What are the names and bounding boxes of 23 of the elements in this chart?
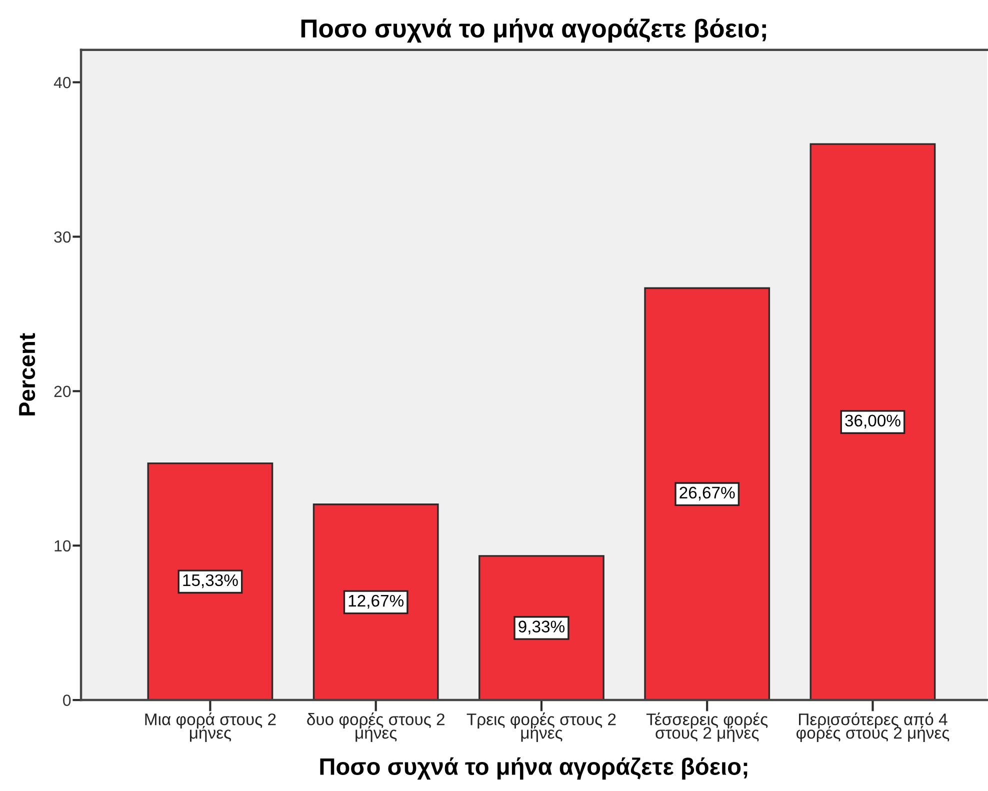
y-tick-label: 10 bbox=[54, 540, 71, 552]
x-tick-label: Μια φορά στους 2 μήνες bbox=[145, 712, 276, 742]
bar bbox=[478, 555, 604, 700]
y-axis-title: Percent bbox=[19, 333, 36, 416]
x-tick-label: δυο φορές στους 2 μήνες bbox=[307, 712, 444, 742]
chart-title: Ποσο συχνά το μήνα αγοράζετε βόειο; bbox=[301, 18, 766, 43]
data-label: 12,67% bbox=[348, 594, 404, 609]
x-axis-title: Ποσο συχνά το μήνα αγοράζετε βόειο; bbox=[320, 757, 748, 780]
bar bbox=[810, 143, 936, 700]
data-label: 26,67% bbox=[680, 486, 735, 501]
x-tick-label: Τέσσερεις φορές στους 2 μήνες bbox=[646, 712, 768, 742]
y-tick-label: 40 bbox=[54, 76, 71, 88]
bar bbox=[147, 462, 274, 700]
data-label: 36,00% bbox=[845, 414, 900, 428]
y-tick-label: 30 bbox=[54, 231, 71, 243]
data-label: 15,33% bbox=[183, 574, 238, 588]
y-tick-label: 0 bbox=[63, 694, 71, 706]
y-tick-label: 20 bbox=[54, 386, 71, 398]
x-tick-label: Περισσότερες από 4 φορές στους 2 μήνες bbox=[796, 712, 950, 742]
bar bbox=[644, 287, 770, 700]
x-tick-label: Τρεις φορές στους 2 μήνες bbox=[466, 712, 616, 742]
bar bbox=[312, 504, 439, 700]
data-label: 9,33% bbox=[518, 620, 565, 634]
